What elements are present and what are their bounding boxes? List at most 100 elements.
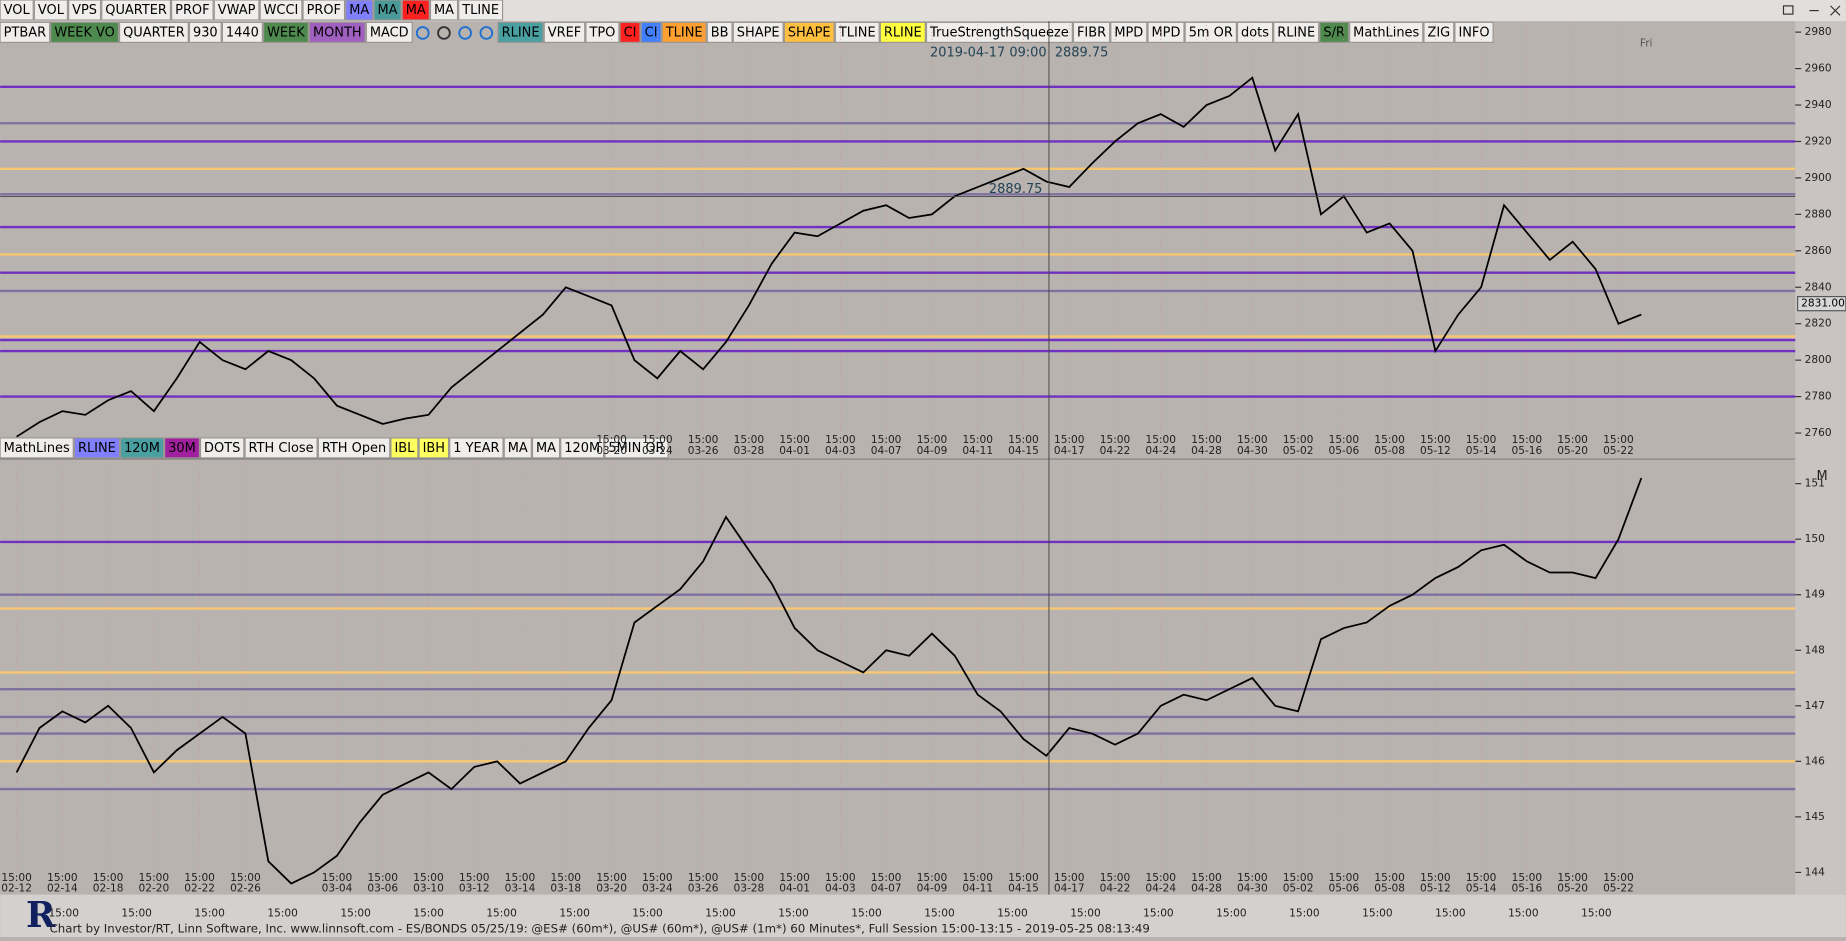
toolbar-button[interactable]: TLINE bbox=[834, 21, 880, 43]
toolbar-button[interactable]: S/R bbox=[1319, 21, 1350, 43]
toolbar-button[interactable]: IBH bbox=[418, 437, 450, 459]
toolbar-button[interactable]: ZIG bbox=[1423, 21, 1455, 43]
toolbar-button[interactable]: QUARTER bbox=[118, 21, 189, 43]
toolbar-button[interactable]: 30M bbox=[164, 437, 200, 459]
toolbar-button[interactable]: MA bbox=[373, 0, 402, 21]
toolbar-button[interactable]: VOL bbox=[33, 0, 69, 21]
y-tick-label: 2840 bbox=[1805, 281, 1832, 293]
x-tick-label: 05-20 bbox=[1557, 883, 1588, 895]
button-face bbox=[118, 21, 189, 43]
toolbar-button[interactable]: 120M bbox=[560, 437, 605, 459]
toolbar-button[interactable]: WCCI bbox=[259, 0, 303, 21]
button-label: 30M bbox=[168, 441, 196, 456]
toolbar-button[interactable]: 1440 bbox=[221, 21, 263, 43]
button-label: WEEK VO bbox=[54, 25, 115, 40]
button-label: RLINE bbox=[502, 25, 540, 40]
button-face bbox=[449, 437, 504, 459]
tool-icon[interactable] bbox=[437, 26, 451, 40]
x-time-label: 15:00 bbox=[871, 872, 902, 884]
y-tick-label: 147 bbox=[1805, 700, 1825, 712]
toolbar-button[interactable]: WEEK bbox=[262, 21, 309, 43]
toolbar-button[interactable]: TrueStrengthSqueeze bbox=[925, 21, 1073, 43]
toolbar-button[interactable]: VWAP bbox=[213, 0, 260, 21]
button-face bbox=[401, 0, 430, 21]
toolbar-button[interactable]: IBL bbox=[390, 437, 419, 459]
toolbar-button[interactable]: 5m OR bbox=[1184, 21, 1237, 43]
toolbar-button[interactable]: VOL bbox=[0, 0, 34, 21]
button-label: SHAPE bbox=[788, 25, 831, 40]
bottom-time-label: 15:00 bbox=[924, 907, 955, 919]
tool-icon[interactable] bbox=[479, 26, 494, 40]
tool-icon[interactable] bbox=[415, 26, 430, 40]
toolbar-button[interactable]: SHAPE bbox=[783, 21, 835, 43]
x-tick-label: 05-14 bbox=[1466, 445, 1497, 457]
x-tick-label: 04-03 bbox=[825, 883, 856, 895]
bottom-time-label: 15:00 bbox=[121, 907, 152, 919]
toolbar-button[interactable]: TLINE bbox=[458, 0, 504, 21]
button-face bbox=[503, 437, 532, 459]
toolbar-button[interactable]: RLINE bbox=[1273, 21, 1320, 43]
toolbar-button[interactable]: MA bbox=[531, 437, 561, 459]
toolbar-button[interactable]: QUARTER bbox=[101, 0, 172, 21]
x-time-label: 15:00 bbox=[1191, 872, 1222, 884]
toolbar-button[interactable]: VPS bbox=[68, 0, 102, 21]
toolbar-button[interactable]: RLINE bbox=[73, 437, 120, 459]
toolbar-button[interactable]: MA bbox=[401, 0, 430, 21]
toolbar-button[interactable]: PROF bbox=[302, 0, 346, 21]
x-tick-label: 03-28 bbox=[734, 445, 765, 457]
x-time-label: 15:00 bbox=[688, 434, 719, 446]
bottom-time-label: 15:00 bbox=[1435, 907, 1466, 919]
button-label: 1440 bbox=[226, 25, 259, 40]
button-label: VOL bbox=[38, 3, 65, 18]
toolbar-button[interactable]: 1 YEAR bbox=[449, 437, 504, 459]
tool-icon[interactable] bbox=[458, 26, 472, 40]
last-price-label: 2831.00 bbox=[1801, 298, 1845, 310]
toolbar-button[interactable]: WEEK VO bbox=[50, 21, 119, 43]
x-time-label: 15:00 bbox=[1512, 434, 1543, 446]
toolbar-button[interactable]: BB bbox=[706, 21, 733, 43]
button-face bbox=[373, 0, 402, 21]
x-time-label: 15:00 bbox=[1420, 872, 1451, 884]
x-time-label: 15:00 bbox=[688, 872, 719, 884]
toolbar-button[interactable]: 120M bbox=[119, 437, 165, 459]
x-tick-label: 04-17 bbox=[1054, 883, 1085, 895]
toolbar-button[interactable]: INFO bbox=[1454, 21, 1494, 43]
x-tick-label: 04-24 bbox=[1145, 883, 1176, 895]
x-tick-label: 04-07 bbox=[871, 445, 902, 457]
toolbar-button[interactable]: RLINE bbox=[879, 21, 926, 43]
button-face bbox=[429, 0, 459, 21]
toolbar-button[interactable]: VREF bbox=[543, 21, 586, 43]
button-label: TLINE bbox=[461, 3, 499, 18]
toolbar-button[interactable]: MathLines bbox=[1349, 21, 1424, 43]
toolbar-button[interactable]: RTH Open bbox=[317, 437, 391, 459]
toolbar-button[interactable]: MA bbox=[345, 0, 374, 21]
bottom-time-label: 15:00 bbox=[267, 907, 298, 919]
toolbar-button[interactable]: 5MIN OR bbox=[604, 437, 669, 459]
toolbar-button[interactable]: MACD bbox=[365, 21, 413, 43]
button-label: MathLines bbox=[1353, 25, 1419, 40]
toolbar-button[interactable]: MathLines bbox=[0, 437, 74, 459]
restore-button[interactable] bbox=[1782, 5, 1794, 15]
toolbar-button[interactable]: TPO bbox=[585, 21, 620, 43]
toolbar-button[interactable]: PTBAR bbox=[0, 21, 51, 43]
toolbar-button[interactable]: RTH Close bbox=[244, 437, 318, 459]
toolbar-button[interactable]: 930 bbox=[188, 21, 222, 43]
toolbar-button[interactable]: FIBR bbox=[1072, 21, 1111, 43]
toolbar-button[interactable]: TLINE bbox=[661, 21, 707, 43]
toolbar-button[interactable]: MA bbox=[503, 437, 532, 459]
x-tick-label: 04-03 bbox=[825, 445, 856, 457]
toolbar-button[interactable]: DOTS bbox=[199, 437, 245, 459]
toolbar-button[interactable]: MA bbox=[429, 0, 459, 21]
toolbar-button[interactable]: CI bbox=[640, 21, 662, 43]
button-label: S/R bbox=[1323, 25, 1345, 40]
close-button[interactable] bbox=[1830, 5, 1841, 16]
toolbar-button[interactable]: MONTH bbox=[308, 21, 366, 43]
toolbar-button[interactable]: dots bbox=[1236, 21, 1274, 43]
toolbar-button[interactable]: MPD bbox=[1147, 21, 1185, 43]
toolbar-button[interactable]: SHAPE bbox=[732, 21, 784, 43]
toolbar-button[interactable]: PROF bbox=[171, 0, 214, 21]
toolbar-button[interactable]: RLINE bbox=[497, 21, 544, 43]
toolbar-button[interactable]: CI bbox=[619, 21, 641, 43]
toolbar-button[interactable]: MPD bbox=[1110, 21, 1148, 43]
x-time-label: 15:00 bbox=[917, 872, 948, 884]
